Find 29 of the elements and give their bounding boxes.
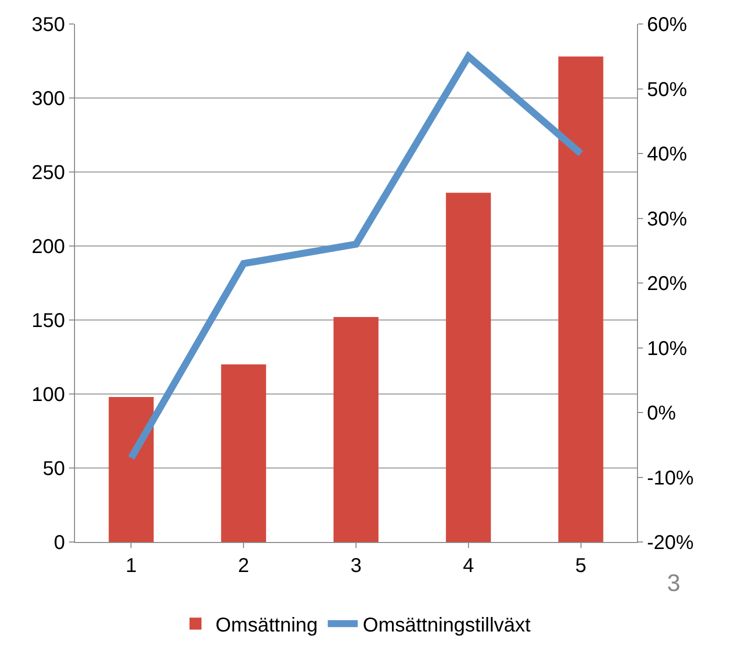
y2-tick-label: -20% xyxy=(647,532,694,554)
y2-tick-label: 50% xyxy=(647,78,688,101)
legend-label: Omsättning xyxy=(216,614,318,636)
y-tick-label: 250 xyxy=(32,162,65,184)
bar xyxy=(334,317,378,542)
bar xyxy=(558,56,604,542)
y2-tick-label: 0% xyxy=(647,402,676,424)
y2-tick-label: 20% xyxy=(647,273,688,295)
y-tick-label: 100 xyxy=(32,384,65,406)
y-tick-label: 300 xyxy=(32,88,65,110)
y-tick-label: 200 xyxy=(32,236,65,258)
y2-tick-label: -10% xyxy=(647,467,694,490)
x-tick-label: 5 xyxy=(575,555,586,577)
y2-tick-label: 40% xyxy=(647,144,688,166)
x-tick-label: 2 xyxy=(238,555,250,577)
x-tick-label: 3 xyxy=(350,555,362,577)
y2-tick-label: 30% xyxy=(647,208,688,230)
bar xyxy=(221,364,266,542)
x-tick-label: 1 xyxy=(126,555,137,577)
bar xyxy=(446,192,491,542)
legend-label: Omsättningstillväxt xyxy=(362,614,532,636)
y-tick-label: 0 xyxy=(54,532,65,554)
y2-tick-label: 10% xyxy=(647,338,688,360)
y-tick-label: 150 xyxy=(32,310,65,332)
bar xyxy=(108,396,154,542)
y-tick-label: 350 xyxy=(32,14,65,36)
y-tick-label: 50 xyxy=(42,458,65,480)
x-tick-label: 4 xyxy=(462,555,474,577)
y2-tick-label: 60% xyxy=(647,14,688,36)
